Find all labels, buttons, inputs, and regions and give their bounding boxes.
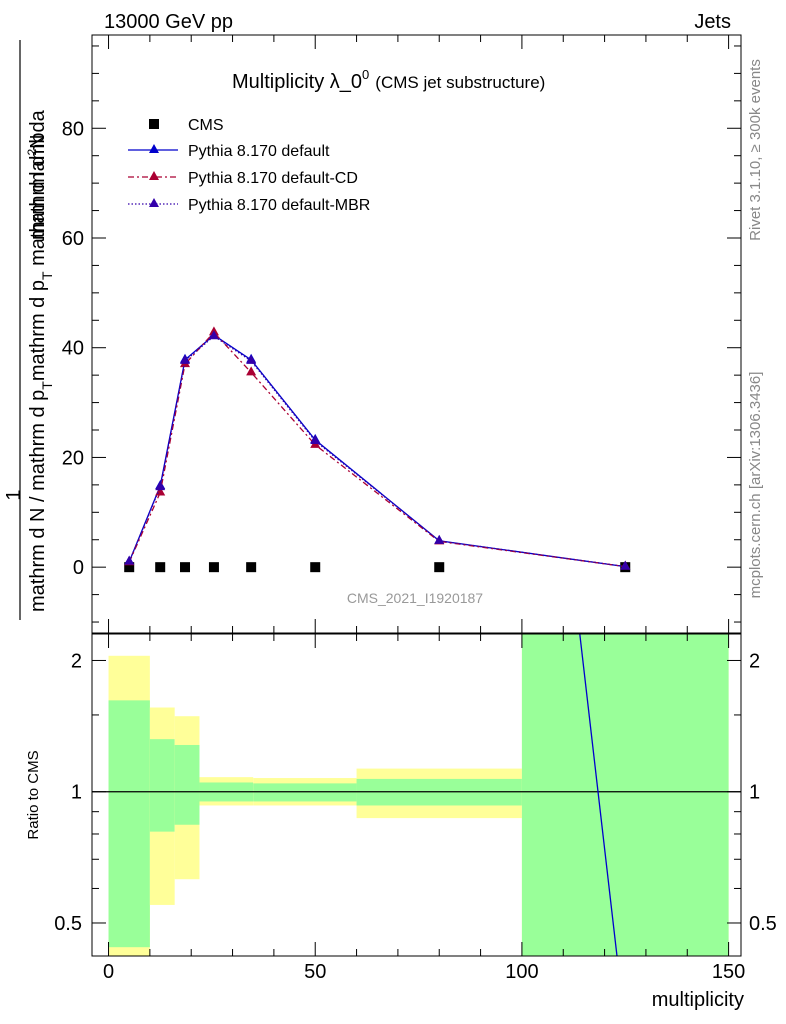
main-ytick-label: 20	[62, 447, 84, 469]
chart-title: Multiplicity λ_00 (CMS jet substructure)	[232, 67, 545, 93]
series-line	[128, 331, 626, 568]
ratio-band-green	[174, 744, 200, 825]
main-ytick-label: 0	[73, 557, 84, 579]
series-marker	[620, 560, 631, 570]
ratio-xtick-label: 0	[103, 961, 114, 983]
series-marker	[246, 366, 257, 376]
series-line	[128, 334, 626, 568]
ratio-ytick-label: 0.5	[54, 913, 82, 935]
title-sup: 0	[362, 67, 369, 82]
header-process: Jets	[694, 11, 731, 33]
series-line	[128, 335, 626, 568]
series-marker	[434, 534, 445, 544]
title-main: Multiplicity λ_0	[232, 71, 362, 93]
legend-marker-default	[149, 144, 159, 153]
cms-point	[180, 562, 191, 573]
main-ytick-label: 60	[62, 228, 84, 250]
ylabel-den-sub: T	[39, 381, 55, 390]
legend-item-cms: CMS	[149, 117, 224, 134]
ratio-xtick-label: 100	[505, 961, 538, 983]
ylabel-main: mathrm d p	[27, 280, 49, 381]
ratio-model-line	[579, 634, 618, 956]
cms-point	[246, 562, 257, 573]
ratio-ylabel: Ratio to CMS	[25, 750, 42, 839]
main-ytick-label: 40	[62, 338, 84, 360]
legend-item-cd: Pythia 8.170 default-CD	[128, 170, 358, 187]
ratio-band-green	[149, 739, 175, 832]
cms-point	[155, 562, 166, 573]
cms-point	[124, 562, 135, 573]
ratio-ytick-label-right: 2	[749, 650, 760, 672]
main-frame	[91, 34, 742, 634]
cms-point	[208, 562, 219, 573]
ylabel-sup: 2	[25, 149, 39, 156]
legend-marker-mbr	[149, 198, 159, 207]
legend-item-mbr: Pythia 8.170 default-MBR	[128, 197, 370, 214]
legend-marker-cd	[149, 171, 159, 180]
legend-label-default: Pythia 8.170 default	[188, 143, 330, 160]
series-marker	[155, 481, 166, 491]
legend-label-cd: Pythia 8.170 default-CD	[188, 170, 358, 187]
rivet-label: Rivet 3.1.10, ≥ 300k events	[747, 59, 764, 241]
ratio-ytick-label-right: 0.5	[749, 913, 777, 935]
main-yticks: 0 20 40 60 80	[62, 45, 741, 623]
cms-point	[434, 562, 445, 573]
ylabel-main-sub: T	[39, 271, 55, 280]
series-marker	[310, 434, 321, 444]
main-ylabel: 1 mathrm d2N mathrm d N / mathrm d pTmat…	[3, 40, 55, 620]
ratio-ytick-label-right: 1	[749, 782, 760, 804]
ylabel-lower: mathrm d N / mathrm d pTmathrm d pT math…	[27, 109, 55, 612]
ratio-ytick-label: 1	[71, 782, 82, 804]
series-marker	[180, 354, 191, 364]
ratio-yticks: 0.5 0.5 1 1 2 2	[54, 650, 777, 935]
ylabel-numerator: 1	[3, 489, 25, 500]
main-series	[124, 326, 631, 573]
ylabel-n: N	[27, 134, 49, 148]
ylabel-denominator-top: mathrm d2N	[25, 134, 49, 240]
series-marker	[124, 555, 135, 565]
ratio-xtick-label: 50	[304, 961, 326, 983]
ratio-ytick-label: 2	[71, 650, 82, 672]
ylabel-d: mathrm d	[27, 156, 49, 240]
main-xticks	[108, 35, 730, 633]
legend-label-cms: CMS	[188, 117, 224, 134]
legend: CMS Pythia 8.170 default Pythia 8.170 de…	[128, 117, 370, 214]
cms-point	[310, 562, 321, 573]
ratio-lines	[92, 634, 741, 956]
legend-marker-cms	[149, 119, 159, 129]
ratio-xtick-label: 150	[712, 961, 745, 983]
title-sub: (CMS jet substructure)	[375, 73, 545, 92]
ratio-band-green	[108, 700, 150, 948]
legend-item-default: Pythia 8.170 default	[128, 143, 330, 160]
ratio-bands	[108, 634, 729, 956]
ratio-panel: 0.5 0.5 1 1 2 2 0 50 100 150 Ratio to CMS multip…	[25, 633, 777, 1011]
ratio-frame	[91, 633, 742, 957]
x-axis-label: multiplicity	[652, 989, 744, 1011]
legend-label-mbr: Pythia 8.170 default-MBR	[188, 197, 370, 214]
mcplots-label: mcplots.cern.ch [arXiv:1306.3436]	[747, 372, 764, 599]
series-marker	[208, 330, 219, 340]
ratio-band-green	[253, 783, 357, 802]
ratio-band-green	[521, 634, 729, 956]
main-ytick-label: 80	[62, 118, 84, 140]
ylabel-main-rest: mathrm d lambda	[27, 109, 49, 271]
header-energy: 13000 GeV pp	[104, 11, 233, 33]
ylabel-den: mathrm d N / mathrm d p	[27, 390, 49, 612]
series-marker	[246, 354, 257, 364]
analysis-watermark: CMS_2021_I1920187	[347, 590, 483, 606]
ratio-xticks: 0 50 100 150	[103, 634, 745, 983]
